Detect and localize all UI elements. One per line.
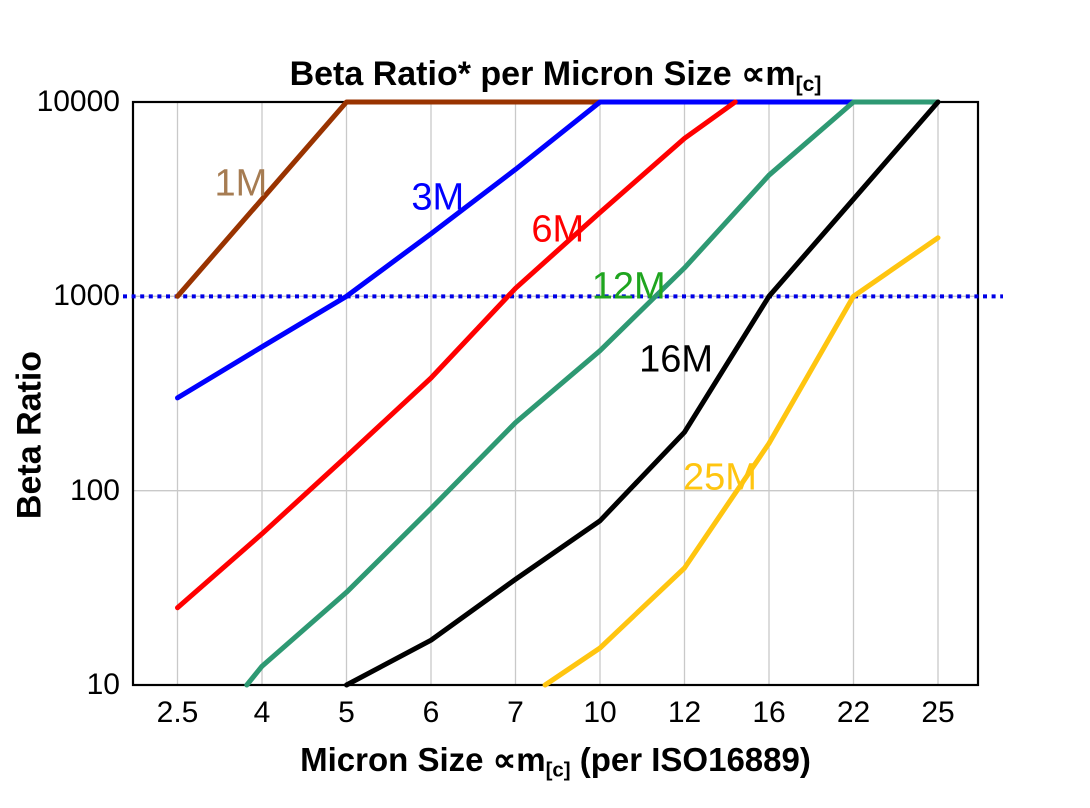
x-tick-label-12: 12: [667, 696, 702, 729]
y-tick-label-10000: 10000: [36, 85, 120, 118]
series-label-1m: 1M: [214, 162, 268, 205]
x-axis-title-subscript: [c]: [545, 758, 571, 782]
chart-title: Beta Ratio* per Micron Size ∝m[c]: [133, 54, 978, 97]
series-label-16m: 16M: [639, 338, 714, 381]
x-axis-title: Micron Size ∝m[c] (per ISO16889): [133, 740, 978, 783]
y-tick-label-100: 100: [69, 473, 120, 507]
series-line-16M: [344, 99, 941, 688]
x-tick-label-4: 4: [253, 696, 271, 729]
x-tick-label-5: 5: [338, 696, 355, 729]
series-label-3m: 3M: [411, 176, 465, 219]
x-axis-title-text: Micron Size ∝m: [300, 741, 546, 778]
chart-title-text: Beta Ratio* per Micron Size ∝m: [289, 55, 796, 93]
y-tick-label-1000: 1000: [53, 279, 120, 313]
series-line-25M: [542, 235, 941, 688]
x-tick-label-2-5: 2.5: [156, 696, 199, 729]
y-tick-label-10: 10: [86, 668, 120, 701]
series-label-12m: 12M: [591, 265, 666, 308]
series-line-6M: [175, 99, 738, 611]
x-tick-label-25: 25: [921, 696, 955, 729]
x-axis-title-suffix: (per ISO16889): [570, 741, 811, 778]
series-label-6m: 6M: [531, 208, 585, 251]
series-line-1M: [175, 99, 603, 299]
x-tick-label-10: 10: [583, 696, 617, 729]
x-tick-label-7: 7: [507, 696, 524, 729]
series-line-3M: [175, 99, 856, 401]
series-line-12M: [244, 99, 941, 688]
x-tick-label-16: 16: [752, 696, 786, 729]
x-tick-label-6: 6: [422, 696, 440, 729]
chart-title-subscript: [c]: [795, 72, 822, 96]
x-tick-label-22: 22: [836, 696, 871, 729]
series-label-25m: 25M: [683, 456, 757, 499]
